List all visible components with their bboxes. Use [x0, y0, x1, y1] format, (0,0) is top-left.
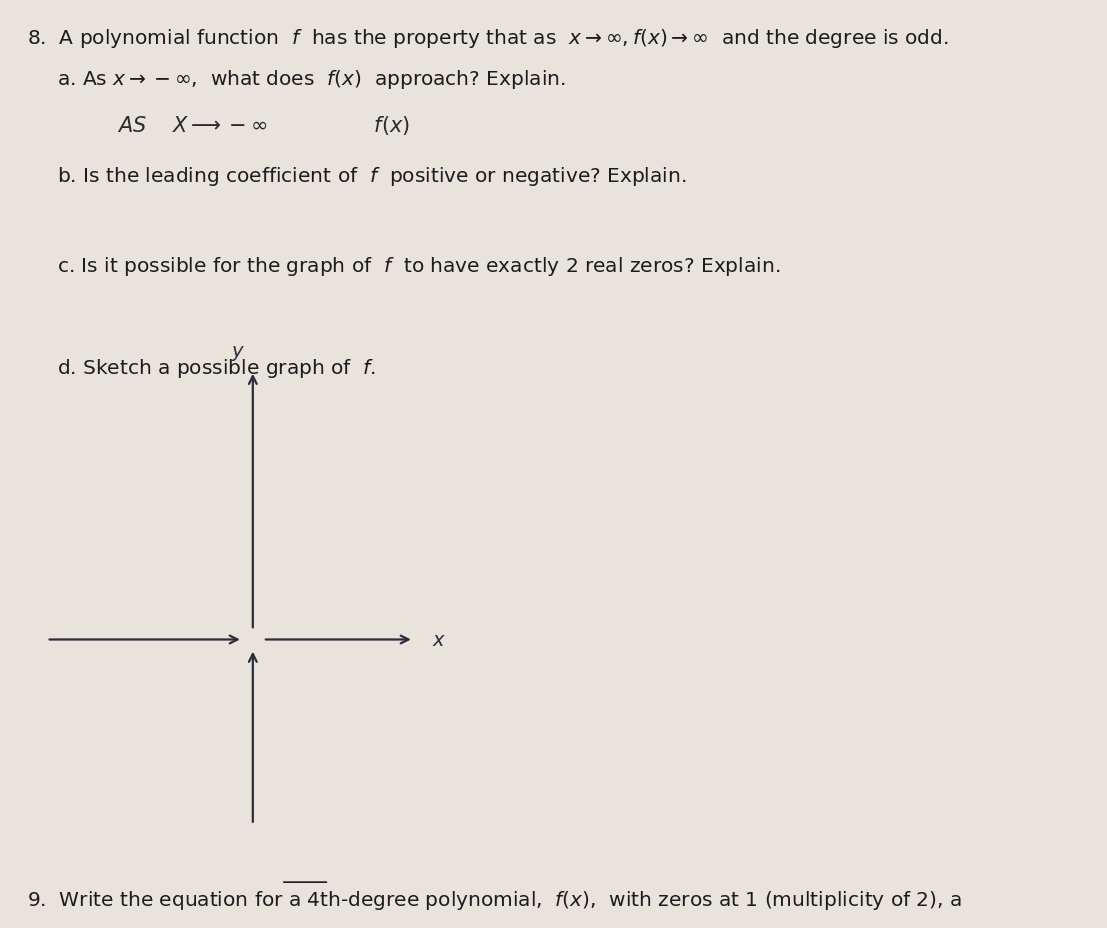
Text: c. Is it possible for the graph of  $f$  to have exactly 2 real zeros? Explain.: c. Is it possible for the graph of $f$ t… [56, 255, 780, 277]
Text: $y$: $y$ [230, 343, 245, 362]
Text: b. Is the leading coefficient of  $f$  positive or negative? Explain.: b. Is the leading coefficient of $f$ pos… [56, 165, 686, 188]
Text: a. As $x \rightarrow -\infty$,  what does  $f(x)$  approach? Explain.: a. As $x \rightarrow -\infty$, what does… [56, 68, 566, 91]
Text: AS    $X \longrightarrow  -\infty$                $f(x)$: AS $X \longrightarrow -\infty$ $f(x)$ [117, 114, 410, 137]
Text: 9.  Write the equation for a 4th-degree polynomial,  $f(x)$,  with zeros at 1 (m: 9. Write the equation for a 4th-degree p… [27, 888, 962, 910]
Text: d. Sketch a possible graph of  $f$.: d. Sketch a possible graph of $f$. [56, 356, 375, 380]
Text: $x$: $x$ [432, 630, 446, 650]
Text: 8.  A polynomial function  $f$  has the property that as  $x \rightarrow \infty,: 8. A polynomial function $f$ has the pro… [27, 27, 949, 50]
